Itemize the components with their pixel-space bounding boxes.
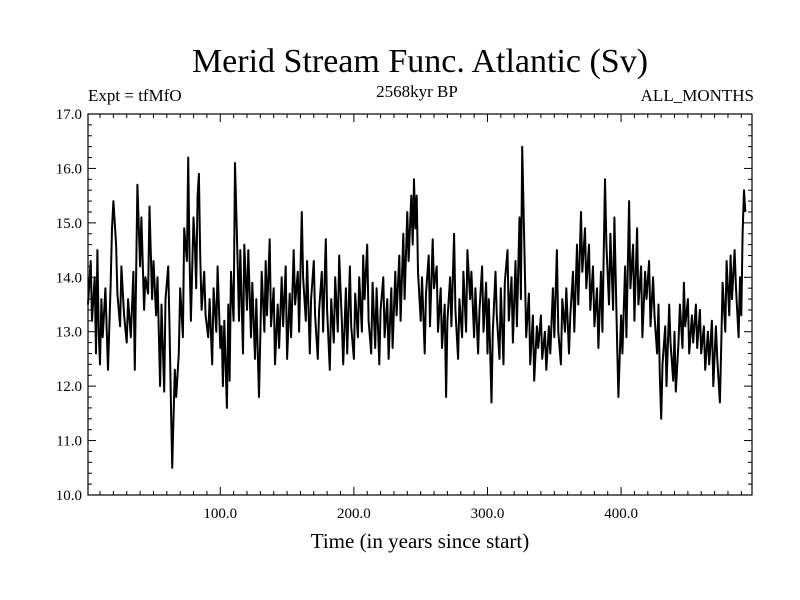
series-line — [87, 145, 747, 469]
x-axis-tick-labels: 100.0 200.0 300.0 400.0 — [203, 506, 638, 522]
y-tick-label: 15.0 — [56, 216, 82, 232]
months-label: ALL_MONTHS — [641, 86, 754, 105]
y-tick-label: 10.0 — [56, 488, 82, 504]
y-tick-label: 12.0 — [56, 379, 82, 395]
x-tick-label: 300.0 — [471, 506, 505, 522]
y-tick-label: 16.0 — [56, 161, 82, 177]
y-axis-tick-labels: 10.0 11.0 12.0 13.0 14.0 15.0 16.0 17.0 — [56, 107, 82, 504]
y-tick-label: 17.0 — [56, 107, 82, 123]
x-tick-label: 400.0 — [604, 506, 638, 522]
x-tick-label: 100.0 — [203, 506, 237, 522]
experiment-label: Expt = tfMfO — [88, 86, 182, 105]
period-label: 2568kyr BP — [376, 82, 458, 101]
axis-ticks — [88, 113, 752, 496]
y-tick-label: 14.0 — [56, 270, 82, 286]
y-tick-label: 13.0 — [56, 325, 82, 341]
x-tick-label: 200.0 — [337, 506, 371, 522]
x-axis-label: Time (in years since start) — [311, 529, 530, 553]
y-tick-label: 11.0 — [56, 434, 82, 450]
plot-frame — [87, 113, 753, 496]
chart-title: Merid Stream Func. Atlantic (Sv) — [192, 43, 648, 80]
